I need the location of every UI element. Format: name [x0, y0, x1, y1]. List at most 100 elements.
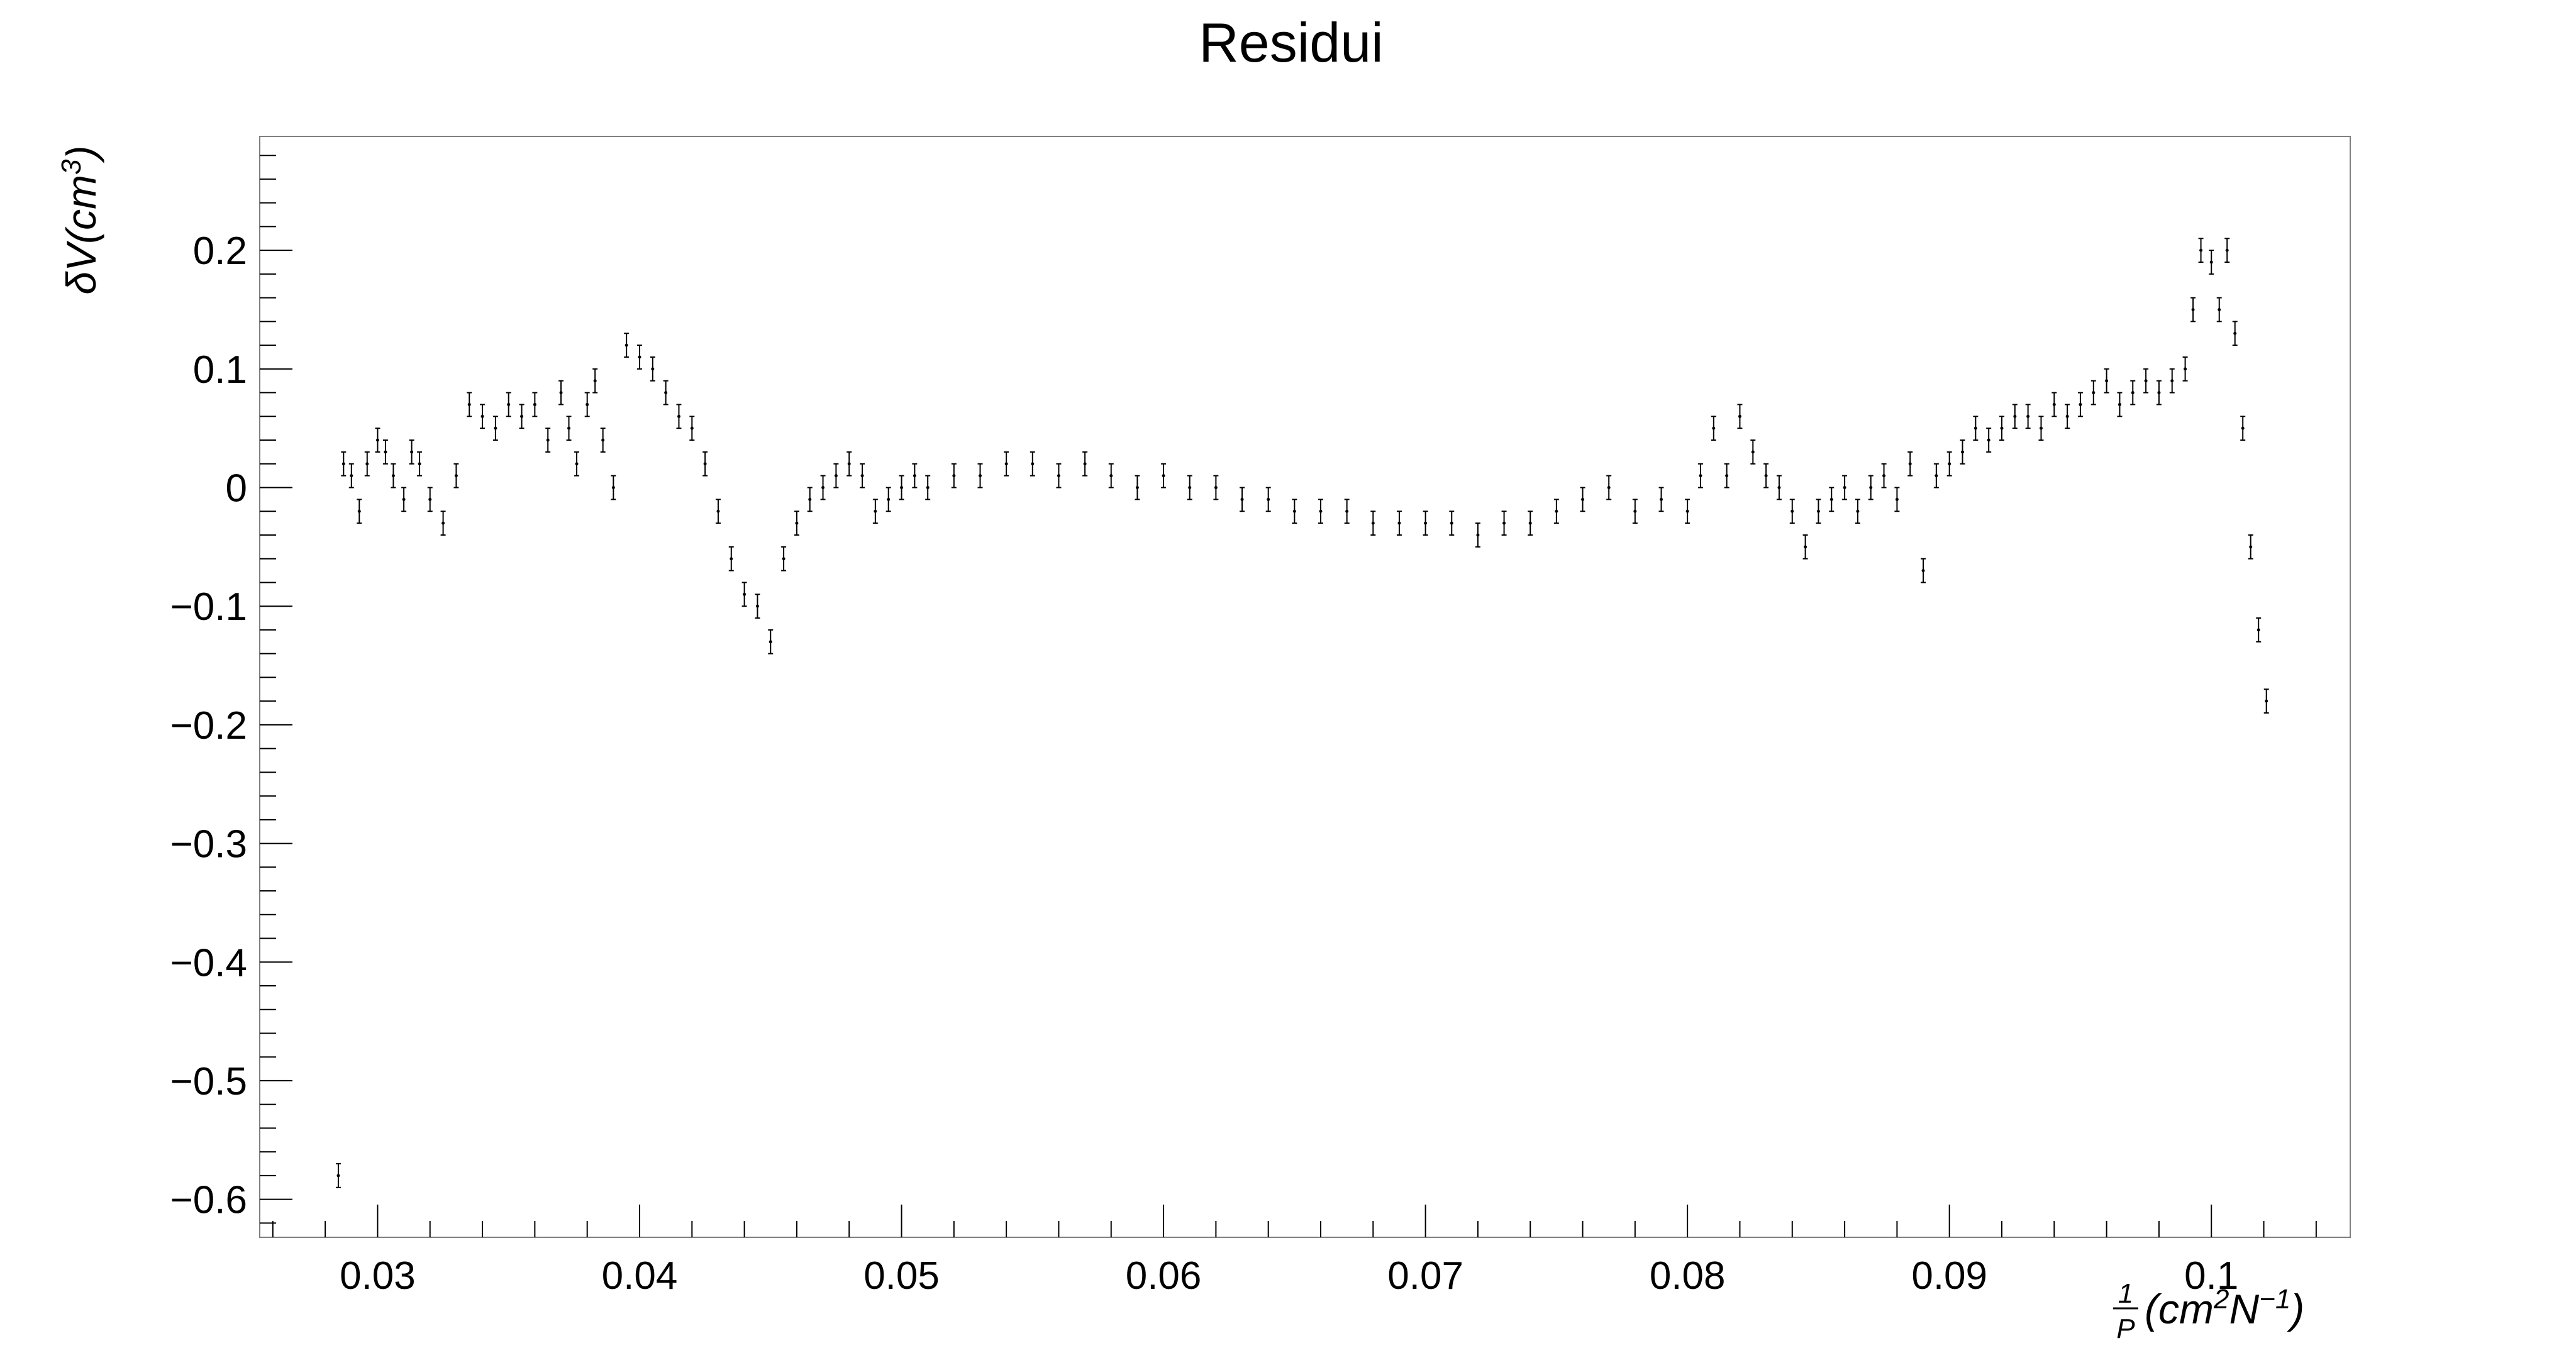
- data-marker: [2079, 402, 2082, 406]
- data-marker: [2249, 545, 2253, 549]
- data-point: [1946, 451, 1952, 477]
- data-marker: [730, 557, 733, 561]
- data-point: [1999, 416, 2004, 441]
- data-point: [1475, 522, 1480, 548]
- x-tick-label: 0.08: [1650, 1254, 1726, 1298]
- data-marker: [1869, 486, 1873, 490]
- data-marker: [1135, 486, 1139, 490]
- data-marker: [1450, 521, 1453, 525]
- data-point: [2182, 356, 2188, 382]
- data-marker: [1607, 486, 1611, 490]
- y-tick-label: 0.2: [193, 229, 247, 273]
- data-point: [2077, 392, 2083, 417]
- data-point: [741, 582, 747, 607]
- data-marker: [900, 486, 904, 490]
- data-point: [2216, 297, 2222, 323]
- data-marker: [2039, 426, 2043, 430]
- data-point: [1632, 499, 1638, 524]
- data-point: [1449, 511, 1455, 536]
- data-point: [1802, 534, 1808, 560]
- data-point: [1370, 511, 1376, 536]
- x-axis-label-n-exponent: −1: [2259, 1284, 2290, 1315]
- data-point: [663, 380, 669, 406]
- data-marker: [677, 414, 680, 418]
- data-marker: [1109, 474, 1113, 478]
- data-marker: [2209, 260, 2213, 264]
- data-marker: [601, 438, 605, 442]
- data-marker: [638, 355, 641, 359]
- data-series: [335, 238, 2269, 1188]
- data-point: [1829, 487, 1835, 512]
- data-marker: [402, 497, 406, 501]
- data-point: [807, 487, 813, 512]
- x-axis-tick-labels: 0.03 0.04 0.05 0.06 0.07 0.08 0.09 0.1: [340, 1254, 2238, 1298]
- y-tick-label: 0.1: [193, 348, 247, 392]
- plot-frame: [259, 136, 2351, 1238]
- data-marker: [1162, 474, 1165, 478]
- data-marker: [1004, 462, 1008, 466]
- data-marker: [454, 474, 458, 478]
- data-point: [1685, 499, 1690, 524]
- data-marker: [1843, 486, 1846, 490]
- data-point: [600, 428, 606, 453]
- data-marker: [2065, 414, 2069, 418]
- data-point: [2090, 380, 2096, 406]
- data-point: [584, 392, 590, 417]
- data-marker: [1555, 509, 1558, 513]
- data-point: [348, 463, 354, 489]
- data-point: [341, 451, 347, 477]
- data-point: [977, 463, 983, 489]
- data-marker: [357, 509, 361, 513]
- data-point: [375, 428, 380, 453]
- y-axis-tick-labels: 0.2 0.1 0 −0.1 −0.2 −0.3 −0.4 −0.5 −0.6: [170, 229, 247, 1222]
- data-point: [440, 511, 446, 536]
- data-point: [1776, 475, 1782, 500]
- data-point: [1030, 451, 1035, 477]
- data-marker: [834, 474, 838, 478]
- data-marker: [1829, 497, 1833, 501]
- data-marker: [1528, 521, 1532, 525]
- data-point: [2256, 617, 2262, 643]
- data-marker: [769, 640, 772, 644]
- data-marker: [1712, 426, 1716, 430]
- data-marker: [847, 462, 851, 466]
- data-point: [335, 1163, 341, 1188]
- data-point: [1868, 475, 1874, 500]
- data-point: [1881, 463, 1887, 489]
- data-point: [382, 439, 388, 465]
- data-marker: [978, 474, 982, 478]
- data-marker: [494, 426, 497, 430]
- data-marker: [1974, 426, 1977, 430]
- data-point: [480, 404, 486, 429]
- data-point: [1528, 511, 1533, 536]
- y-tick-label: −0.2: [170, 704, 247, 748]
- data-marker: [1397, 521, 1401, 525]
- y-axis-label-main: δV(cm: [58, 175, 104, 295]
- x-tick-label: 0.09: [1911, 1254, 1987, 1298]
- data-point: [833, 463, 839, 489]
- data-point: [492, 416, 498, 441]
- data-marker: [703, 462, 707, 466]
- data-marker: [559, 391, 563, 395]
- data-marker: [2257, 628, 2260, 632]
- data-point: [532, 392, 538, 417]
- data-point: [1986, 428, 1992, 453]
- data-marker: [441, 521, 445, 525]
- data-marker: [2241, 426, 2245, 430]
- data-marker: [1319, 509, 1323, 513]
- data-marker: [1057, 474, 1060, 478]
- x-axis-ticks: [272, 1205, 2317, 1237]
- data-point: [357, 499, 362, 524]
- data-marker: [1581, 497, 1585, 501]
- y-tick-label: 0: [226, 467, 247, 511]
- data-marker: [2265, 699, 2268, 703]
- data-point: [1213, 475, 1219, 500]
- data-marker: [808, 497, 812, 501]
- data-marker: [1633, 509, 1637, 513]
- data-point: [1396, 511, 1402, 536]
- data-marker: [1908, 462, 1912, 466]
- data-point: [2232, 321, 2238, 346]
- data-marker: [1725, 474, 1729, 478]
- data-marker: [755, 604, 759, 608]
